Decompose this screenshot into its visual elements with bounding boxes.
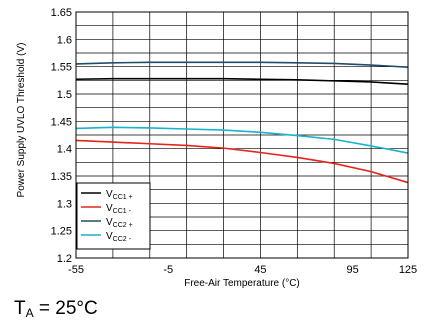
x-tick-label: -55 xyxy=(68,264,84,276)
caption-value: = 25°C xyxy=(33,298,98,319)
legend: VCC1 +VCC1 -VCC2 +VCC2 - xyxy=(76,182,151,250)
legend-label-subscript: CC1 - xyxy=(113,208,132,215)
y-tick-label: 1.2 xyxy=(57,253,72,265)
legend-box xyxy=(76,182,151,250)
x-tick-label: 95 xyxy=(347,264,359,276)
y-tick-label: 1.6 xyxy=(57,34,72,46)
y-tick-label: 1.35 xyxy=(51,171,72,183)
x-tick-label: 125 xyxy=(399,264,417,276)
y-tick-label: 1.3 xyxy=(57,198,72,210)
series-line-2 xyxy=(75,139,409,184)
y-tick-label: 1.45 xyxy=(51,116,72,128)
series-line-3 xyxy=(75,61,409,69)
tick-labels: 1.2 1.25 1.3 1.35 1.4 1.45 1.5 1.55 1.6 1.65 -55 -5… xyxy=(51,7,418,276)
uvlo-threshold-chart: 1.2 1.25 1.3 1.35 1.4 1.45 1.5 1.55 1.6 1.65 -55 -5… xyxy=(16,7,418,289)
y-tick-label: 1.4 xyxy=(57,144,72,156)
x-tick-label: -5 xyxy=(163,264,173,276)
series-lines xyxy=(75,61,409,184)
caption-symbol: T xyxy=(14,298,26,319)
x-tick-label: 45 xyxy=(254,264,266,276)
caption-subscript: A xyxy=(25,306,34,320)
series-line-4 xyxy=(75,126,409,154)
x-axis-title: Free-Air Temperature (°C) xyxy=(184,278,300,289)
condition-caption: TA = 25°C xyxy=(14,298,98,320)
legend-label-subscript: CC2 + xyxy=(113,222,133,229)
series-line-1 xyxy=(75,77,409,85)
y-tick-label: 1.25 xyxy=(51,226,72,238)
plot-frame xyxy=(75,11,409,259)
y-tick-label: 1.65 xyxy=(51,7,72,19)
legend-label-subscript: CC1 + xyxy=(113,194,133,201)
y-tick-label: 1.55 xyxy=(51,62,72,74)
y-tick-label: 1.5 xyxy=(57,89,72,101)
legend-label-subscript: CC2 - xyxy=(113,236,132,243)
y-axis-title: Power Supply UVLO Threshold (V) xyxy=(16,43,27,198)
